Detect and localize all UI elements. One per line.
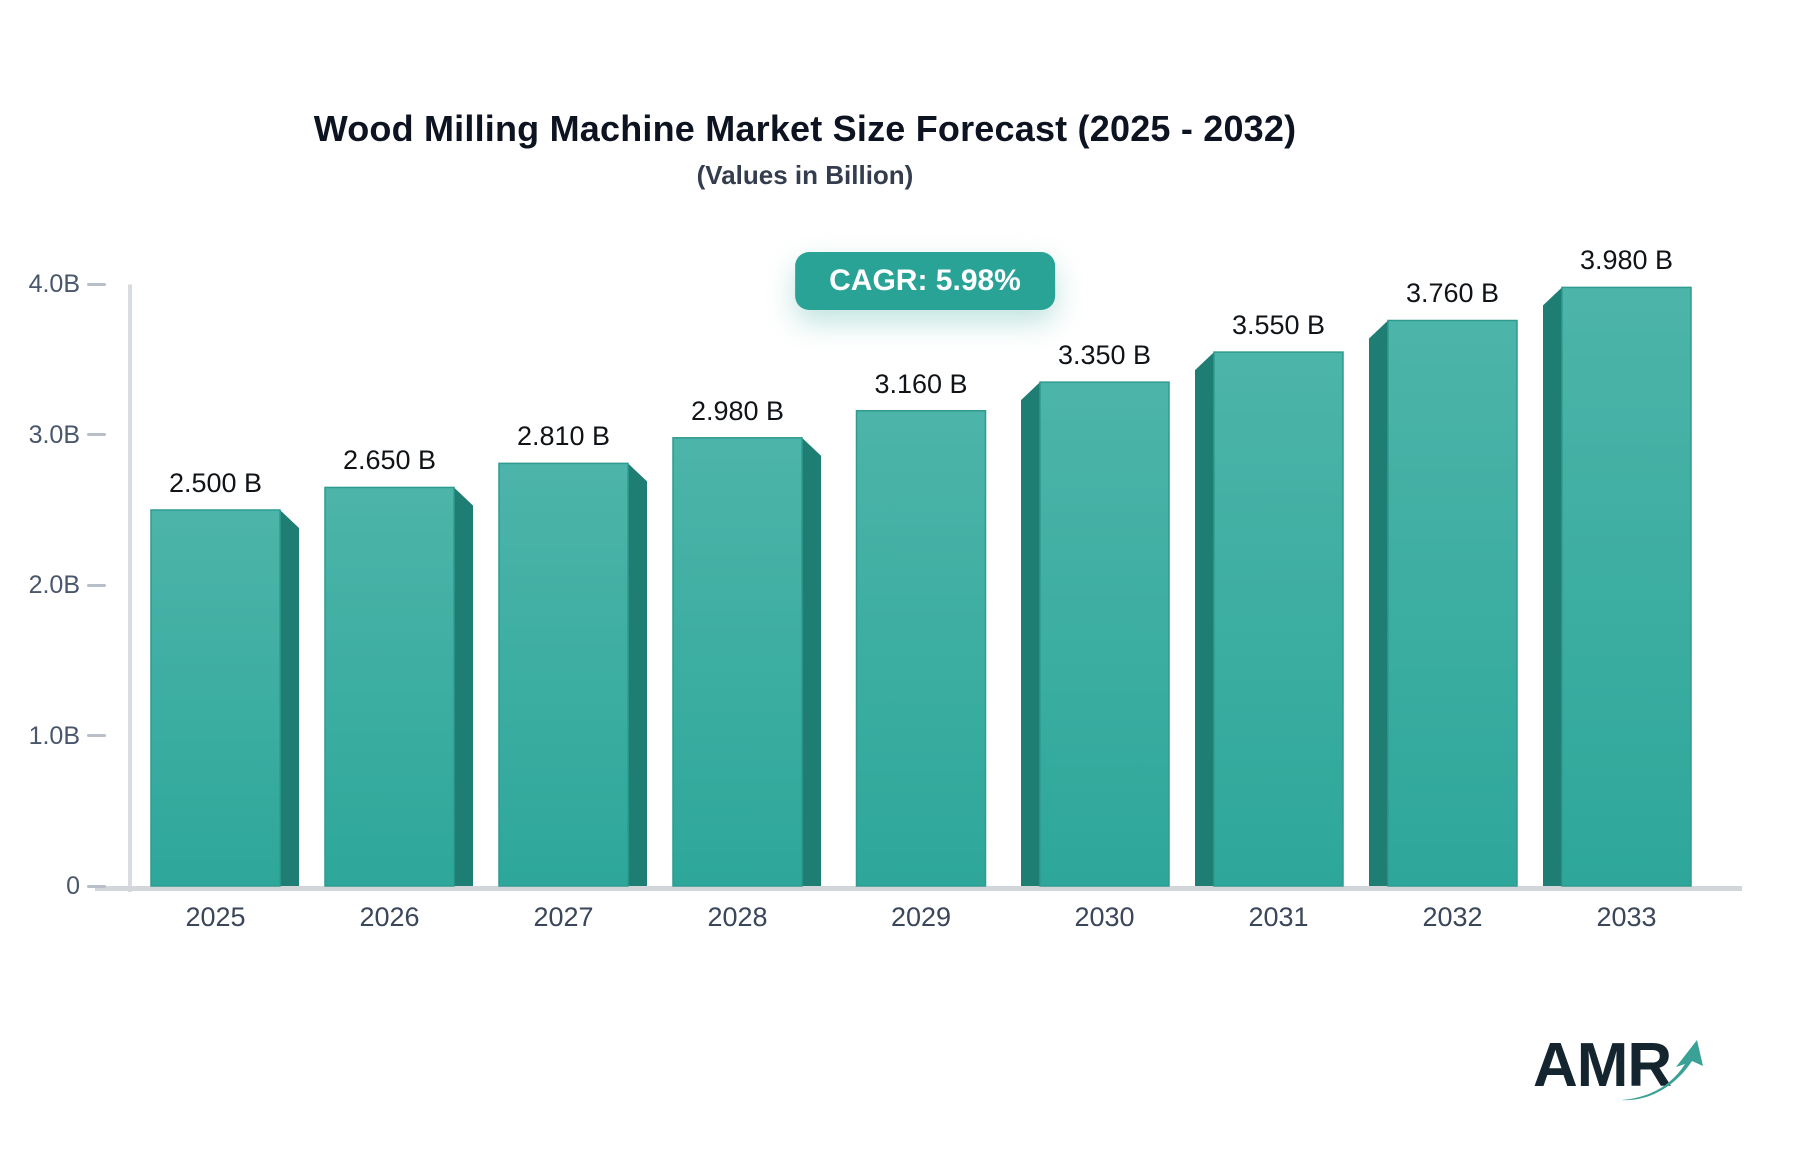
bar-side xyxy=(1021,382,1040,886)
bar-face xyxy=(1387,319,1518,887)
bar-side xyxy=(628,463,647,886)
value-label: 2.980 B xyxy=(690,395,785,426)
bar-2028 xyxy=(672,437,821,887)
x-axis-label: 2032 xyxy=(1422,902,1483,932)
bar-face xyxy=(498,462,629,887)
bar-2033 xyxy=(1543,286,1692,887)
value-label: 3.550 B xyxy=(1231,310,1326,341)
bar-2026 xyxy=(324,486,473,887)
bar-side xyxy=(802,437,821,886)
logo-text: AMR xyxy=(1533,1031,1672,1100)
bar-side xyxy=(1195,352,1214,887)
bar-face xyxy=(324,486,455,887)
value-label: 3.160 B xyxy=(874,368,968,399)
y-axis-label: 2.0B xyxy=(28,571,80,600)
x-axis-label: 2031 xyxy=(1248,902,1309,932)
chart-title: Wood Milling Machine Market Size Forecas… xyxy=(313,108,1297,149)
y-axis-label: 4.0B xyxy=(28,270,80,299)
amr-logo: AMR xyxy=(1533,1030,1733,1110)
bar-face xyxy=(672,437,803,887)
logo-arrow-icon xyxy=(1621,1040,1703,1101)
x-axis-line xyxy=(95,886,1742,891)
bar-face xyxy=(1039,381,1170,887)
y-axis-label: 0 xyxy=(66,872,80,900)
y-axis-tick xyxy=(87,734,106,738)
bar-side xyxy=(280,510,299,886)
y-axis-tick xyxy=(87,884,106,888)
value-label: 2.810 B xyxy=(516,421,611,452)
x-axis-label: 2030 xyxy=(1074,902,1135,932)
bar-side xyxy=(454,487,473,886)
x-axis-label: 2026 xyxy=(359,902,420,932)
bar-face xyxy=(1213,351,1344,887)
value-label: 3.350 B xyxy=(1057,340,1152,371)
bar-2029 xyxy=(855,409,987,887)
bar-2031 xyxy=(1195,351,1344,887)
value-label: 3.760 B xyxy=(1405,278,1500,309)
cagr-badge: CAGR: 5.98% xyxy=(795,252,1055,310)
x-axis-label: 2029 xyxy=(890,902,952,932)
chart-subtitle: (Values in Billion) xyxy=(696,160,914,190)
y-axis-tick xyxy=(87,583,106,587)
bar-side xyxy=(1369,320,1388,887)
x-axis-label: 2033 xyxy=(1596,902,1657,932)
bar-2030 xyxy=(1021,381,1170,887)
value-label: 2.500 B xyxy=(168,468,263,498)
x-axis-label: 2025 xyxy=(185,902,246,932)
bar-side xyxy=(1543,287,1562,887)
y-axis-tick xyxy=(87,282,106,286)
y-axis-tick xyxy=(87,433,106,437)
value-label: 3.980 B xyxy=(1579,245,1674,276)
y-axis-line xyxy=(128,284,132,892)
x-axis-label: 2027 xyxy=(533,902,594,932)
y-axis-label: 1.0B xyxy=(28,721,80,750)
x-axis-label: 2028 xyxy=(707,902,768,932)
bar-face xyxy=(855,409,987,887)
bar-2027 xyxy=(498,462,647,887)
bar-face xyxy=(150,509,281,887)
y-axis-label: 3.0B xyxy=(28,420,80,449)
bar-2025 xyxy=(150,509,299,887)
bar-2032 xyxy=(1369,319,1518,887)
value-label: 2.650 B xyxy=(342,445,437,476)
bar-face xyxy=(1561,286,1692,887)
